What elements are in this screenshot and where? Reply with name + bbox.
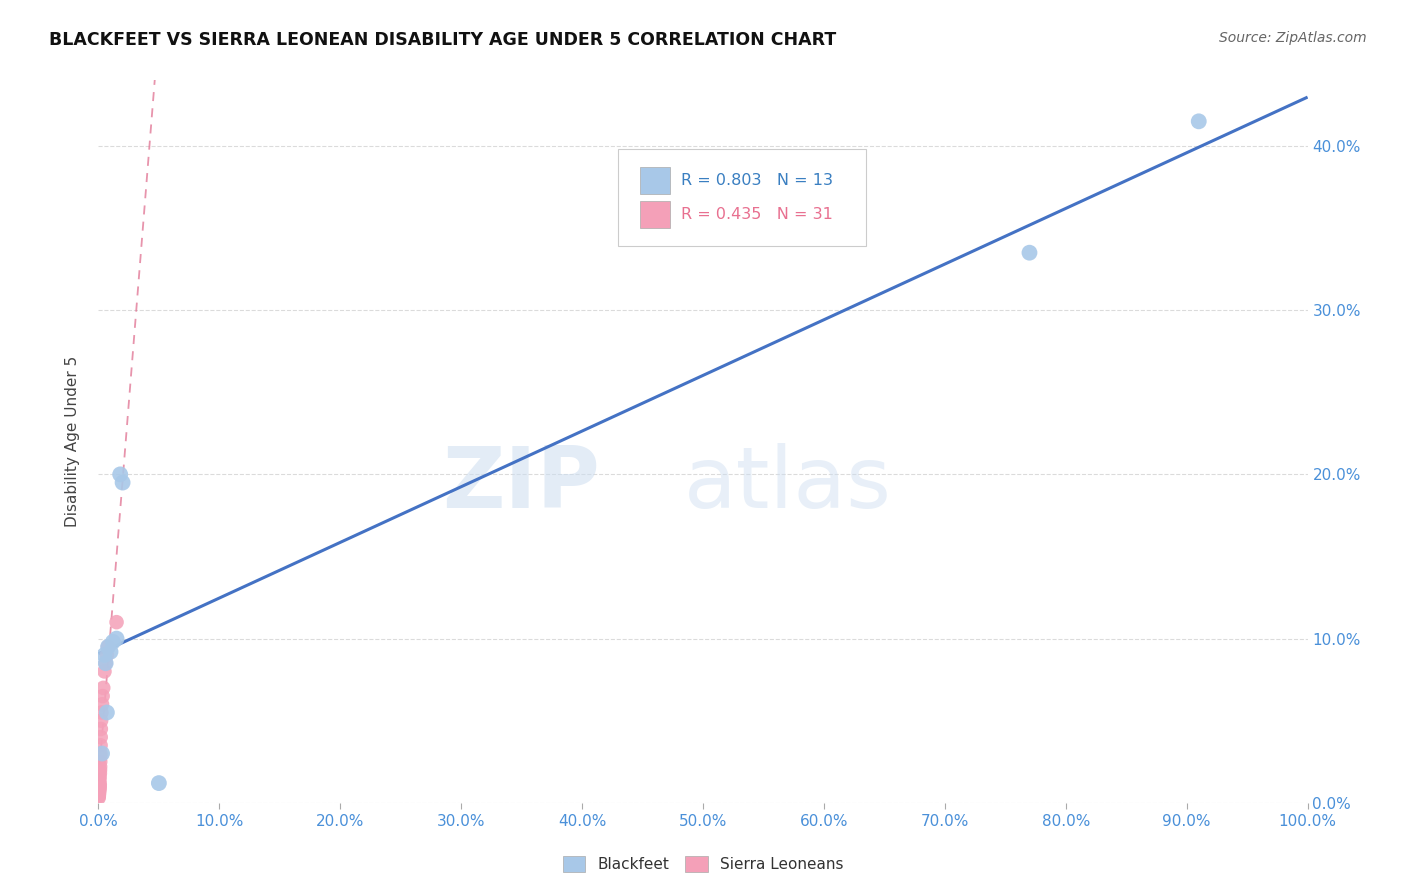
Point — [89, 747, 111, 761]
Point — [87, 790, 110, 805]
Point — [108, 467, 131, 482]
Point — [90, 722, 112, 736]
Point — [94, 657, 117, 671]
Point — [97, 640, 120, 654]
Point — [89, 784, 111, 798]
Point — [90, 730, 112, 744]
Point — [87, 786, 110, 800]
Point — [91, 698, 114, 712]
Point — [89, 778, 111, 792]
Point — [96, 706, 118, 720]
FancyBboxPatch shape — [619, 149, 866, 246]
Point — [90, 714, 112, 728]
Point — [1018, 245, 1040, 260]
Point — [100, 645, 122, 659]
Point — [87, 788, 110, 802]
Point — [105, 632, 128, 646]
Point — [89, 760, 111, 774]
Point — [93, 665, 115, 679]
Point — [89, 780, 111, 794]
Point — [101, 635, 124, 649]
Point — [89, 772, 111, 787]
Point — [148, 776, 170, 790]
Point — [96, 648, 118, 662]
FancyBboxPatch shape — [640, 201, 671, 228]
Point — [111, 475, 134, 490]
Point — [91, 689, 114, 703]
Text: BLACKFEET VS SIERRA LEONEAN DISABILITY AGE UNDER 5 CORRELATION CHART: BLACKFEET VS SIERRA LEONEAN DISABILITY A… — [49, 31, 837, 49]
Point — [89, 776, 111, 790]
Point — [89, 766, 111, 780]
Y-axis label: Disability Age Under 5: Disability Age Under 5 — [65, 356, 80, 527]
Point — [89, 782, 111, 797]
Text: R = 0.803   N = 13: R = 0.803 N = 13 — [682, 173, 834, 188]
Point — [89, 749, 111, 764]
FancyBboxPatch shape — [640, 167, 671, 194]
Point — [90, 706, 112, 720]
Point — [1188, 114, 1211, 128]
Text: atlas: atlas — [683, 443, 891, 526]
Point — [89, 770, 111, 784]
Text: Source: ZipAtlas.com: Source: ZipAtlas.com — [1219, 31, 1367, 45]
Point — [89, 755, 111, 769]
Point — [105, 615, 128, 630]
Point — [91, 747, 114, 761]
Point — [90, 739, 112, 753]
Point — [97, 640, 120, 654]
Point — [94, 657, 117, 671]
Text: ZIP: ZIP — [443, 443, 600, 526]
Point — [93, 648, 115, 662]
Point — [91, 681, 114, 695]
Point — [89, 780, 111, 795]
Point — [89, 763, 111, 777]
Text: R = 0.435   N = 31: R = 0.435 N = 31 — [682, 207, 834, 222]
Point — [87, 789, 110, 804]
Legend: Blackfeet, Sierra Leoneans: Blackfeet, Sierra Leoneans — [557, 850, 849, 879]
